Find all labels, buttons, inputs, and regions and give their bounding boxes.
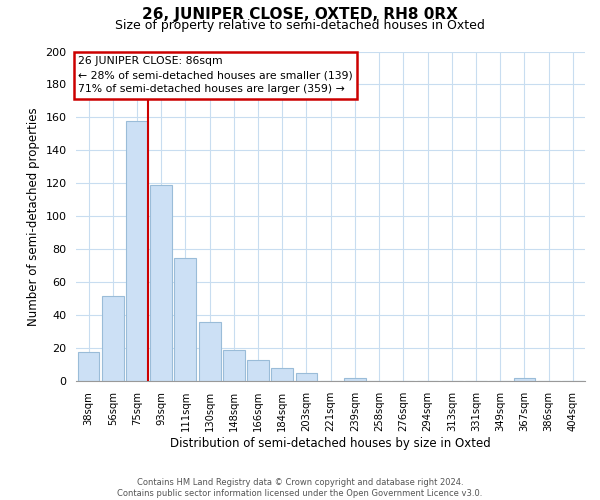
Text: 26 JUNIPER CLOSE: 86sqm
← 28% of semi-detached houses are smaller (139)
71% of s: 26 JUNIPER CLOSE: 86sqm ← 28% of semi-de… — [79, 56, 353, 94]
Bar — [77, 352, 100, 382]
X-axis label: Distribution of semi-detached houses by size in Oxted: Distribution of semi-detached houses by … — [170, 437, 491, 450]
Bar — [514, 378, 535, 382]
Bar — [102, 296, 124, 382]
Text: Size of property relative to semi-detached houses in Oxted: Size of property relative to semi-detach… — [115, 19, 485, 32]
Bar — [296, 373, 317, 382]
Y-axis label: Number of semi-detached properties: Number of semi-detached properties — [27, 107, 40, 326]
Bar — [223, 350, 245, 382]
Bar — [247, 360, 269, 382]
Bar — [126, 121, 148, 382]
Text: 26, JUNIPER CLOSE, OXTED, RH8 0RX: 26, JUNIPER CLOSE, OXTED, RH8 0RX — [142, 8, 458, 22]
Bar — [175, 258, 196, 382]
Bar — [150, 185, 172, 382]
Bar — [344, 378, 366, 382]
Bar — [199, 322, 221, 382]
Text: Contains HM Land Registry data © Crown copyright and database right 2024.
Contai: Contains HM Land Registry data © Crown c… — [118, 478, 482, 498]
Bar — [271, 368, 293, 382]
